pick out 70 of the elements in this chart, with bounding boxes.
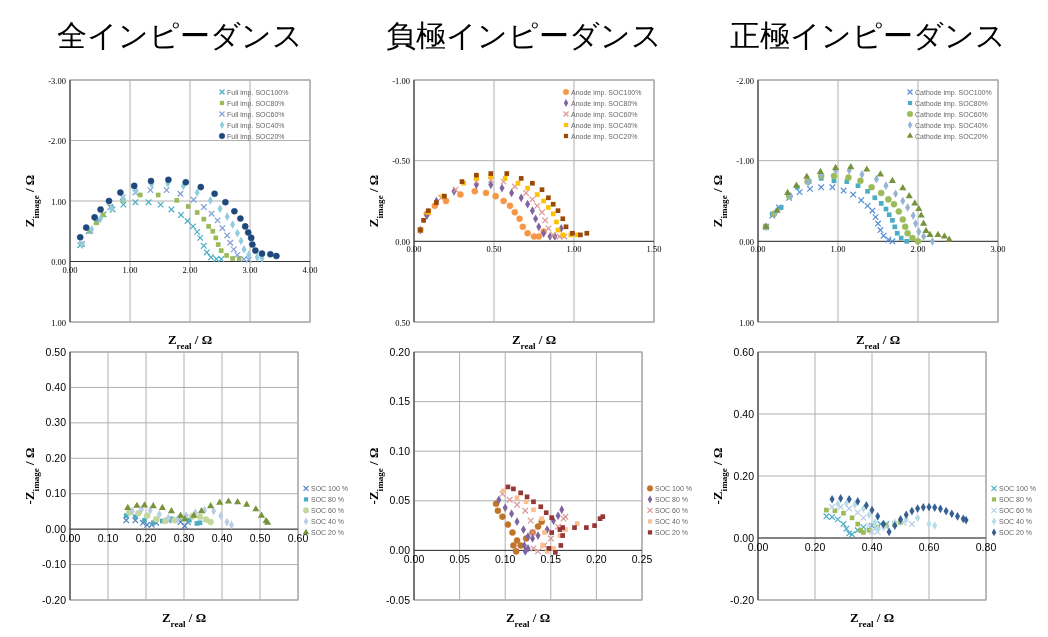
x-tick-label: 0.25 [631, 553, 653, 566]
y-tick-label: 0.30 [45, 416, 67, 429]
y-tick-label: 0.50 [45, 345, 67, 358]
x-tick-label: 0.00 [403, 553, 425, 566]
y-tick-label: -1.00 [736, 156, 754, 167]
y-tick-label: -0.20 [42, 593, 67, 606]
y-tick-label: 0.20 [733, 469, 755, 482]
x-tick-label: 0.20 [135, 532, 157, 545]
y-tick-label: 0.20 [45, 451, 67, 464]
y-tick-label: 0.50 [395, 317, 410, 328]
chart-title: 負極インピーダンス [386, 19, 662, 52]
x-tick-label: 0.10 [494, 553, 516, 566]
x-tick-label: 0.15 [540, 553, 562, 566]
y-tick-label: 0.10 [389, 444, 411, 457]
x-tick-label: 0.10 [97, 532, 119, 545]
y-tick-label: -0.20 [730, 593, 755, 606]
y-tick-label: -0.10 [42, 558, 67, 571]
chart-title: 正極インピーダンス [730, 19, 1006, 52]
x-tick-label: 0.40 [211, 532, 233, 545]
y-tick-label: -1.00 [392, 75, 410, 86]
y-tick-label: 0.05 [389, 494, 411, 507]
y-tick-label: 0.00 [739, 236, 754, 247]
x-tick-label: 0.60 [918, 541, 940, 553]
x-tick-label: 0.05 [449, 553, 470, 566]
y-tick-label: 0.10 [45, 487, 67, 500]
chart-title: 全インピーダンス [57, 19, 303, 52]
x-tick-label: 0.50 [486, 244, 502, 255]
y-tick-label: 0.60 [733, 345, 755, 358]
y-tick-label: -2.00 [48, 136, 66, 146]
x-tick-label: 3.00 [990, 244, 1006, 255]
y-tick-label: -2.00 [736, 75, 754, 86]
x-axis-title: Z$_{real}$ / Ω [855, 332, 901, 351]
x-tick-label: 0.20 [586, 553, 607, 566]
y-tick-label: 0.20 [389, 345, 411, 358]
x-axis-title: Z$_{real}$ / Ω [849, 610, 895, 629]
y-tick-label: 1.00 [51, 317, 66, 328]
y-tick-label: 1.00 [51, 196, 66, 207]
x-tick-label: 4.00 [302, 264, 318, 275]
x-tick-label: 2.00 [182, 264, 198, 275]
x-axis-title: Z$_{real}$ / Ω [161, 610, 207, 629]
x-tick-label: 0.80 [975, 541, 997, 553]
y-tick-label: 0.15 [389, 395, 411, 408]
x-tick-label: 0.50 [249, 532, 271, 545]
x-axis-title: Z$_{real}$ / Ω [511, 332, 557, 351]
x-tick-label: 0.20 [804, 541, 826, 553]
x-tick-label: 0.00 [406, 244, 422, 255]
x-tick-label: 0.00 [62, 264, 78, 275]
x-tick-label: 1.50 [646, 244, 662, 255]
x-tick-label: 1.00 [566, 244, 582, 255]
y-tick-label: 0.40 [733, 407, 755, 420]
x-tick-label: 0.00 [747, 541, 769, 553]
y-tick-label: 0.00 [395, 236, 410, 247]
y-tick-label: 0.00 [51, 257, 66, 267]
x-tick-label: 1.00 [830, 244, 846, 255]
y-tick-label: -0.05 [386, 593, 411, 606]
x-tick-label: 0.40 [861, 541, 883, 553]
x-axis-title: Z$_{real}$ / Ω [505, 610, 551, 629]
y-tick-label: 1.00 [739, 317, 754, 328]
x-tick-label: 0.00 [750, 244, 766, 255]
y-tick-label: -0.50 [392, 156, 410, 167]
y-tick-label: -3.00 [48, 75, 66, 86]
x-tick-label: 1.00 [122, 264, 138, 275]
x-tick-label: 2.00 [910, 244, 926, 255]
x-tick-label: 3.00 [242, 264, 258, 275]
x-tick-label: 0.00 [59, 532, 81, 545]
x-tick-label: 0.30 [173, 532, 195, 545]
y-tick-label: 0.40 [45, 380, 67, 393]
x-tick-label: 0.60 [287, 532, 309, 545]
x-axis-title: Z$_{real}$ / Ω [167, 332, 213, 351]
y-tick-label: 0.00 [45, 522, 67, 535]
